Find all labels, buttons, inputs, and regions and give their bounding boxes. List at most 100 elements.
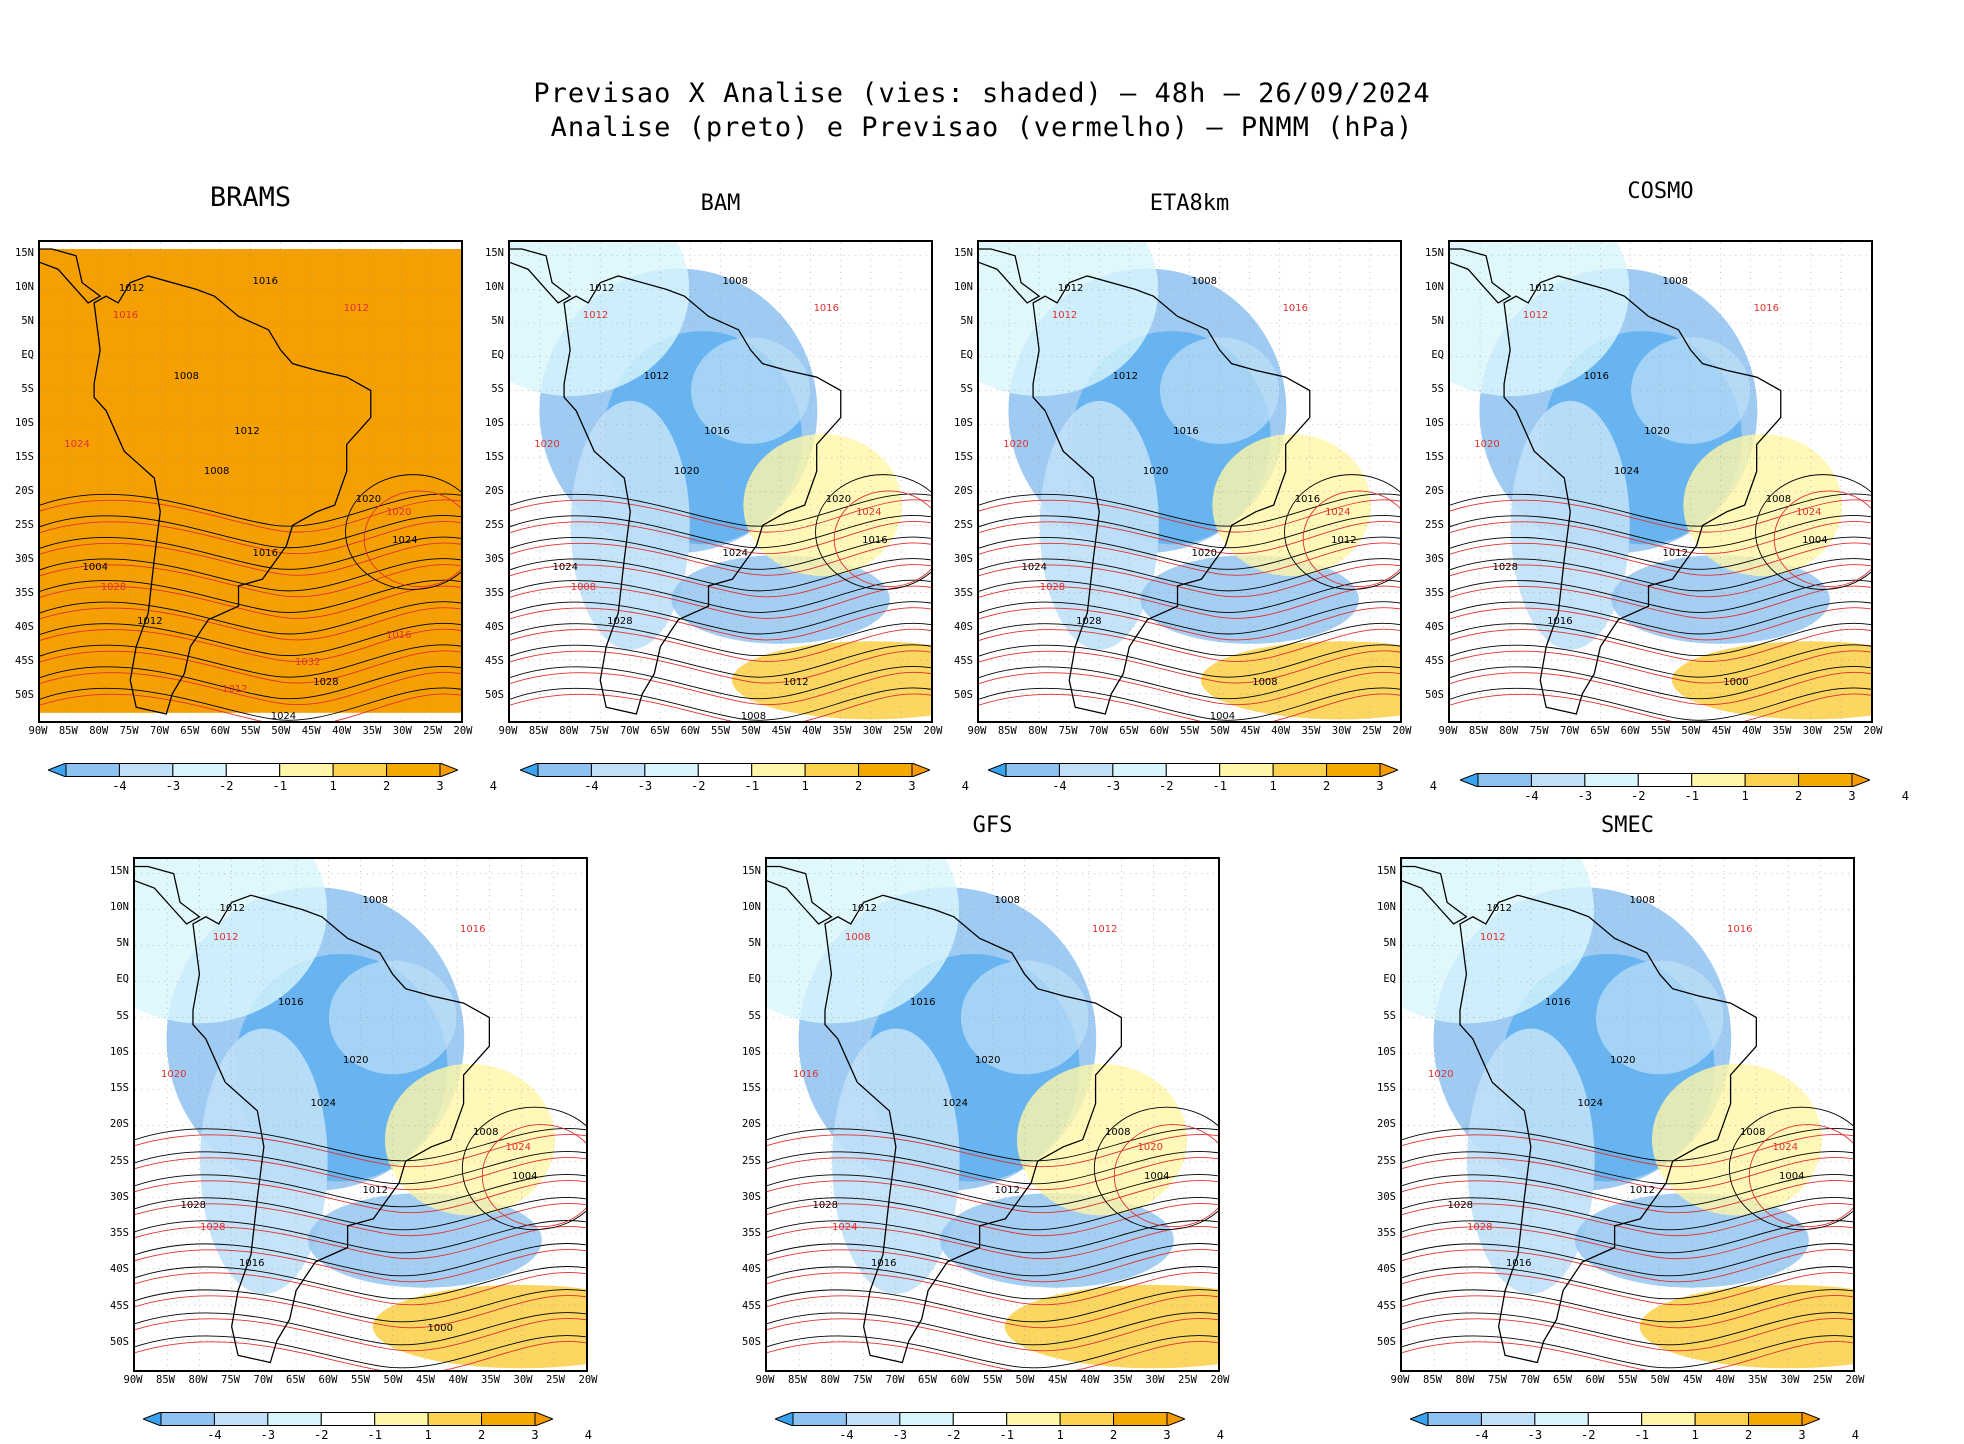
lon-tick-label: 60W: [680, 725, 700, 737]
lat-tick-label: 15N: [485, 246, 504, 259]
lat-tick-label: 20S: [1377, 1118, 1396, 1131]
lon-tick-label: 85W: [156, 1374, 175, 1386]
colorbar-label: -4: [1474, 1428, 1489, 1442]
lat-tick-label: 10S: [954, 416, 973, 429]
colorbar-label: -2: [1631, 789, 1646, 803]
lat-tick-label: 15N: [1377, 864, 1396, 877]
isobar-label-analysis: 1008: [1765, 493, 1792, 505]
lat-tick-label: 15S: [485, 450, 504, 463]
lat-tick-label: 5S: [116, 1009, 129, 1022]
lon-tick-label: 45W: [1048, 1374, 1067, 1386]
colorbar-label: 3: [908, 779, 916, 793]
colorbar-label: -2: [1581, 1428, 1596, 1442]
lon-tick-label: 65W: [1590, 725, 1610, 737]
lon-tick-label: 75W: [119, 725, 139, 737]
lon-tick-label: 35W: [1301, 725, 1321, 737]
colorbar-label: 3: [1376, 779, 1384, 793]
map-canvas: [40, 242, 461, 721]
isobar-label-analysis: 1012: [1331, 534, 1357, 546]
isobar-label-analysis: 1008: [722, 276, 748, 287]
lat-tick-label: 10N: [742, 900, 761, 913]
colorbar-label: -3: [637, 779, 653, 793]
isobar-label-forecast: 1024: [64, 439, 90, 451]
isobar-label-analysis: 1000: [427, 1323, 453, 1335]
lat-tick-label: 5N: [748, 937, 761, 950]
lat-tick-label: 10N: [954, 280, 973, 293]
colorbar: -4 -3 -2 -1 1 2 3 4: [143, 1412, 592, 1444]
lon-tick-label: 70W: [1520, 1374, 1540, 1386]
lat-tick-label: 10N: [1425, 280, 1444, 293]
pressure-map: 1012 1008 1016 1020 1024 1028 1016 1012 1008 1004…: [1448, 240, 1873, 723]
lat-tick-label: 40S: [1377, 1263, 1396, 1276]
lon-tick-label: 50W: [1681, 725, 1701, 737]
lat-tick-label: 45S: [954, 654, 973, 667]
lon-tick-label: 45W: [416, 1374, 435, 1386]
lon-tick-label: 45W: [301, 725, 321, 737]
lon-tick-label: 40W: [1080, 1374, 1100, 1386]
lon-tick-label: 25W: [1362, 725, 1382, 737]
lat-tick-label: 5N: [1383, 937, 1396, 950]
isobar-label-analysis: 1008: [740, 711, 767, 723]
isobar-label-analysis: 1008: [1252, 677, 1278, 689]
colorbar-label: -4: [839, 1428, 854, 1442]
isobar-label-analysis: 1004: [82, 561, 108, 573]
isobar-label-analysis: 1016: [871, 1257, 897, 1269]
isobar-label-forecast: 1020: [161, 1069, 187, 1081]
colorbar-label: -1: [1684, 789, 1699, 803]
lat-tick-label: 5N: [116, 937, 129, 950]
isobar-label-analysis: 1024: [942, 1098, 968, 1110]
lat-tick-label: EQ: [1431, 348, 1444, 361]
lon-tick-label: 80W: [1499, 725, 1519, 737]
colorbar-label: 4: [584, 1428, 593, 1442]
lat-tick-label: 5N: [960, 314, 973, 327]
panel-title: ETA8km: [1149, 191, 1230, 216]
isobar-label-analysis: 1012: [994, 1185, 1020, 1197]
isobar-label-analysis: 1020: [1191, 548, 1217, 560]
colorbar-label: 1: [801, 779, 809, 793]
lon-tick-label: 70W: [1559, 725, 1579, 737]
lon-tick-label: 45W: [1240, 725, 1260, 737]
lat-tick-label: 35S: [485, 586, 504, 599]
isobar-label-analysis: 1008: [1662, 276, 1688, 287]
lon-tick-label: 25W: [546, 1374, 565, 1386]
lat-tick-label: 45S: [742, 1299, 761, 1312]
lon-tick-label: 25W: [423, 725, 443, 737]
lon-tick-label: 30W: [1802, 725, 1822, 737]
map-canvas: [135, 859, 586, 1370]
lat-tick-label: EQ: [491, 348, 504, 361]
lat-tick-label: 45S: [110, 1299, 129, 1312]
pressure-map: 1012 1008 1016 1020 1024 1028 1016 1012 1008 1004…: [765, 857, 1220, 1372]
lon-tick-label: 80W: [188, 1374, 208, 1386]
lon-tick-label: 50W: [1650, 1374, 1670, 1386]
isobar-label-forecast: 1012: [343, 303, 370, 315]
lon-tick-label: 85W: [1468, 725, 1488, 737]
colorbar: -4 -3 -2 -1 1 2 3 4: [1410, 1412, 1859, 1444]
panel-title: SMEC: [1601, 813, 1654, 838]
lon-tick-label: 65W: [180, 725, 200, 737]
isobar-label-forecast: 1032: [295, 656, 321, 668]
lon-tick-label: 30W: [1145, 1374, 1165, 1386]
lon-tick-label: 60W: [210, 725, 230, 737]
isobar-label-analysis: 1024: [1021, 561, 1047, 573]
colorbar-label: 2: [382, 779, 391, 793]
lon-tick-label: 90W: [1438, 725, 1458, 737]
lon-tick-label: 55W: [711, 725, 730, 737]
lon-tick-label: 40W: [332, 725, 352, 737]
isobar-label-analysis: 1028: [812, 1199, 838, 1211]
lat-tick-label: 50S: [742, 1335, 761, 1348]
colorbar-label: 1: [1056, 1428, 1064, 1442]
lon-tick-label: 80W: [1455, 1374, 1475, 1386]
isobar-label-analysis: 1020: [825, 493, 852, 505]
lon-tick-label: 35W: [481, 1374, 500, 1386]
isobar-label-analysis: 1024: [392, 534, 418, 546]
isobar-label-forecast: 1008: [845, 931, 871, 943]
lat-tick-label: 25S: [742, 1154, 761, 1167]
colorbar-label: -4: [584, 779, 599, 793]
lon-tick-label: 35W: [832, 725, 852, 737]
lat-tick-label: 50S: [1377, 1335, 1396, 1348]
lon-tick-label: 45W: [1711, 725, 1731, 737]
isobar-label-analysis: 1016: [1545, 996, 1571, 1008]
map-canvas: [1450, 242, 1871, 721]
lon-tick-label: 35W: [1748, 1374, 1767, 1386]
lon-tick-label: 20W: [1210, 1374, 1230, 1386]
